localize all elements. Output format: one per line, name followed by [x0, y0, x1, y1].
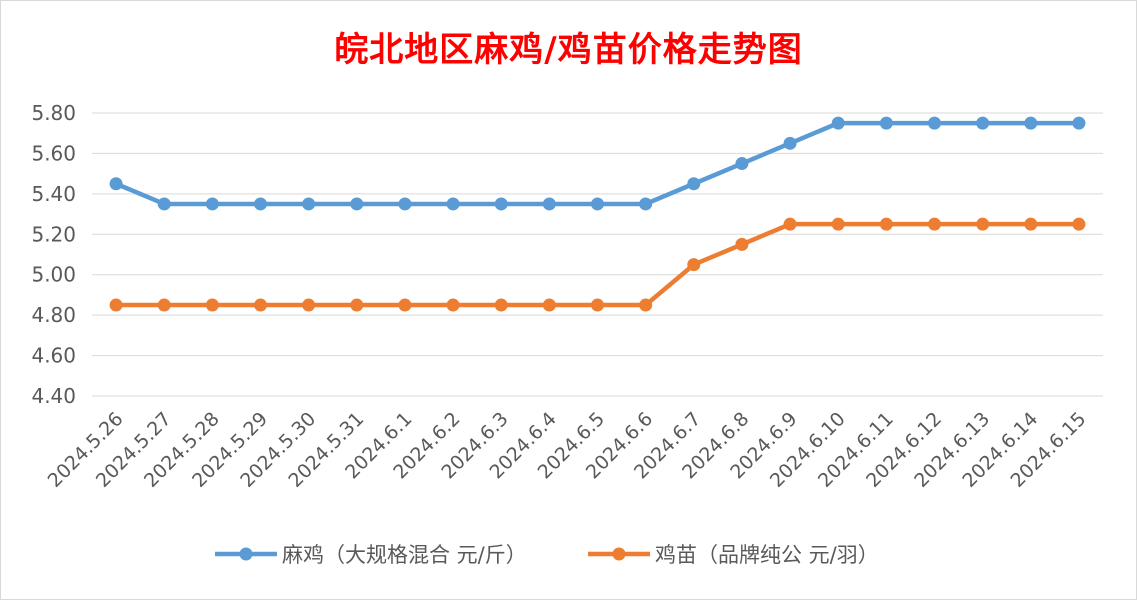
data-point — [109, 298, 123, 312]
data-point — [205, 197, 219, 211]
data-point — [494, 298, 508, 312]
data-point — [831, 116, 845, 130]
legend-marker — [612, 547, 626, 561]
data-point — [783, 136, 797, 150]
y-tick-label: 5.60 — [31, 141, 76, 165]
data-point — [1072, 116, 1086, 130]
data-point — [879, 116, 893, 130]
chart-title: 皖北地区麻鸡/鸡苗价格走势图 — [334, 30, 803, 70]
data-point — [350, 197, 364, 211]
data-point — [494, 197, 508, 211]
legend-item: 麻鸡（大规格混合 元/斤） — [215, 543, 527, 567]
data-point — [157, 298, 171, 312]
data-point — [831, 217, 845, 231]
data-point — [205, 298, 219, 312]
data-point — [350, 298, 364, 312]
y-tick-label: 5.00 — [31, 263, 76, 287]
series-line — [113, 120, 1082, 207]
data-point — [639, 298, 653, 312]
y-tick-label: 5.80 — [31, 101, 76, 125]
data-point — [398, 197, 412, 211]
y-tick-label: 4.60 — [31, 344, 76, 368]
legend-label: 鸡苗（品牌纯公 元/羽） — [655, 543, 879, 567]
y-tick-label: 5.40 — [31, 182, 76, 206]
data-point — [735, 237, 749, 251]
data-point — [879, 217, 893, 231]
data-point — [687, 258, 701, 272]
data-point — [302, 298, 316, 312]
data-point — [157, 197, 171, 211]
data-point — [976, 217, 990, 231]
legend-label: 麻鸡（大规格混合 元/斤） — [282, 543, 527, 567]
data-point — [976, 116, 990, 130]
data-point — [639, 197, 653, 211]
data-point — [1024, 217, 1038, 231]
y-tick-label: 4.80 — [31, 303, 76, 327]
legend: 麻鸡（大规格混合 元/斤） 鸡苗（品牌纯公 元/羽） — [215, 543, 879, 567]
series-line — [113, 221, 1082, 308]
data-point — [254, 197, 267, 211]
data-point — [735, 157, 749, 171]
data-point — [591, 197, 604, 211]
data-point — [1024, 116, 1038, 130]
data-point — [928, 217, 941, 231]
data-point — [446, 197, 460, 211]
x-axis: 2024.5.262024.5.272024.5.282024.5.292024… — [44, 408, 1091, 492]
data-point — [591, 298, 604, 312]
data-point — [302, 197, 316, 211]
data-point — [783, 217, 797, 231]
data-point — [446, 298, 460, 312]
series-group — [109, 116, 1086, 312]
y-tick-label: 5.20 — [31, 222, 76, 246]
data-point — [254, 298, 267, 312]
data-point — [1072, 217, 1086, 231]
data-point — [542, 197, 556, 211]
data-point — [542, 298, 556, 312]
data-point — [109, 177, 123, 191]
data-point — [398, 298, 412, 312]
y-axis: 4.40 4.60 4.80 5.00 5.20 5.40 5.60 5.80 — [31, 101, 76, 408]
legend-item: 鸡苗（品牌纯公 元/羽） — [588, 543, 879, 567]
legend-marker — [239, 547, 253, 561]
y-tick-label: 4.40 — [31, 384, 76, 408]
data-point — [687, 177, 701, 191]
data-point — [928, 116, 941, 130]
gridlines — [92, 112, 1103, 397]
